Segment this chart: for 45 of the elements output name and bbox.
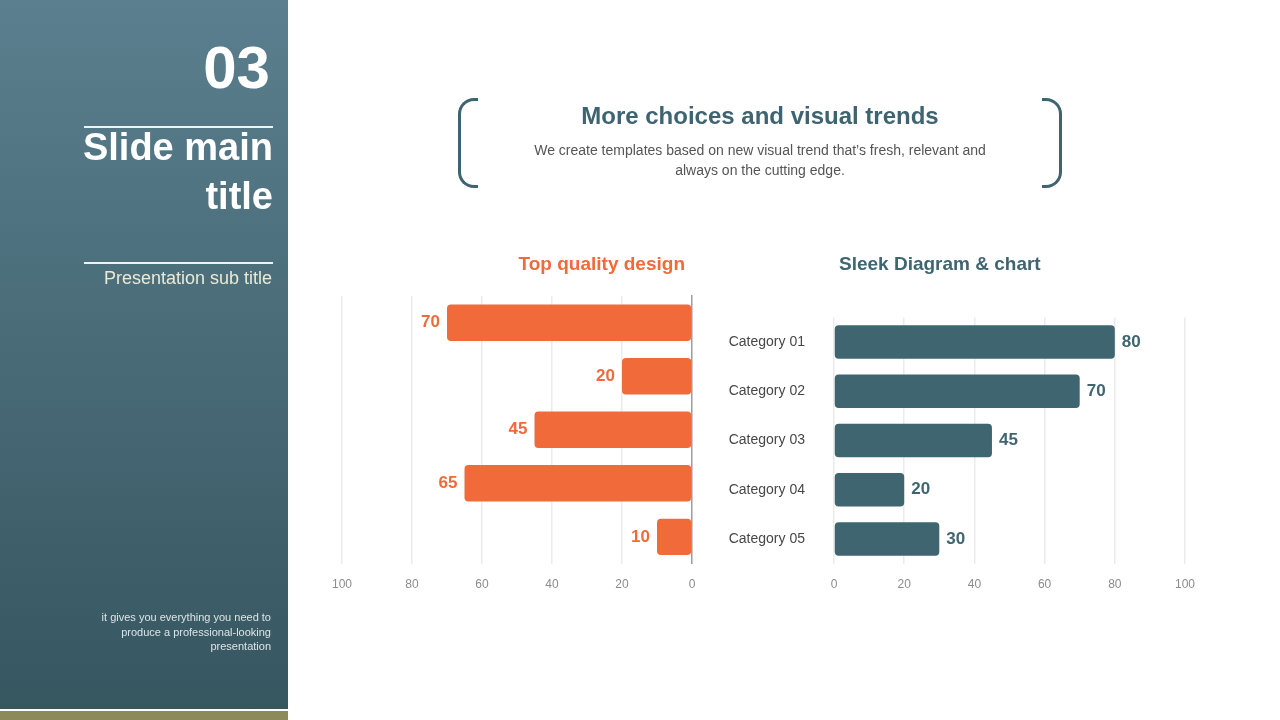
data-label: 80: [1121, 331, 1141, 351]
bar: [464, 465, 692, 502]
x-tick-label: 100: [331, 577, 353, 592]
bar: [834, 374, 1080, 408]
y-tick-label: Category 05: [728, 529, 806, 546]
bar: [834, 423, 992, 458]
text: We create templates based on new visual trend that’s fresh, relevant and always on the cutting edge.: [533, 141, 987, 180]
data-label: 30: [946, 528, 966, 548]
x-tick-label: 20: [897, 577, 912, 592]
text: More choices and visual trends: [580, 101, 940, 131]
x-tick-label: 60: [1037, 577, 1052, 592]
text: Presentation sub title: [103, 267, 272, 290]
bar: [834, 522, 940, 556]
bar: [534, 411, 692, 448]
data-label: 70: [421, 312, 440, 332]
x-tick-label: 80: [1108, 577, 1122, 592]
y-tick-label: Category 02: [728, 382, 806, 399]
x-tick-label: 0: [688, 577, 696, 592]
x-tick-label: 100: [1174, 577, 1196, 592]
data-label: 20: [596, 365, 615, 385]
bar: [447, 304, 692, 341]
text: it gives you everything you need to produce a professional-looking presentation: [100, 610, 271, 654]
bar: [622, 358, 692, 395]
x-tick-label: 0: [830, 577, 838, 592]
bar: [834, 325, 1115, 359]
y-tick-label: Category 04: [728, 480, 806, 497]
chart-title: Top quality design: [518, 252, 685, 276]
x-tick-label: 40: [967, 577, 982, 592]
chart-title: Sleek Diagram & chart: [839, 252, 1041, 276]
x-tick-label: 60: [475, 577, 489, 592]
data-label: 45: [998, 430, 1018, 450]
data-label: 45: [508, 419, 528, 439]
text: 03: [203, 34, 270, 101]
data-label: 20: [911, 479, 931, 499]
data-label: 65: [438, 473, 458, 493]
y-tick-label: Category 03: [728, 431, 806, 448]
text: Slide main title: [81, 125, 273, 219]
bar: [834, 473, 905, 507]
data-label: 70: [1086, 380, 1106, 400]
y-tick-label: Category 01: [728, 332, 806, 349]
bar: [657, 518, 692, 556]
x-tick-label: 40: [545, 577, 559, 592]
x-tick-label: 80: [405, 577, 419, 592]
x-tick-label: 20: [615, 577, 629, 592]
data-label: 10: [631, 526, 650, 546]
